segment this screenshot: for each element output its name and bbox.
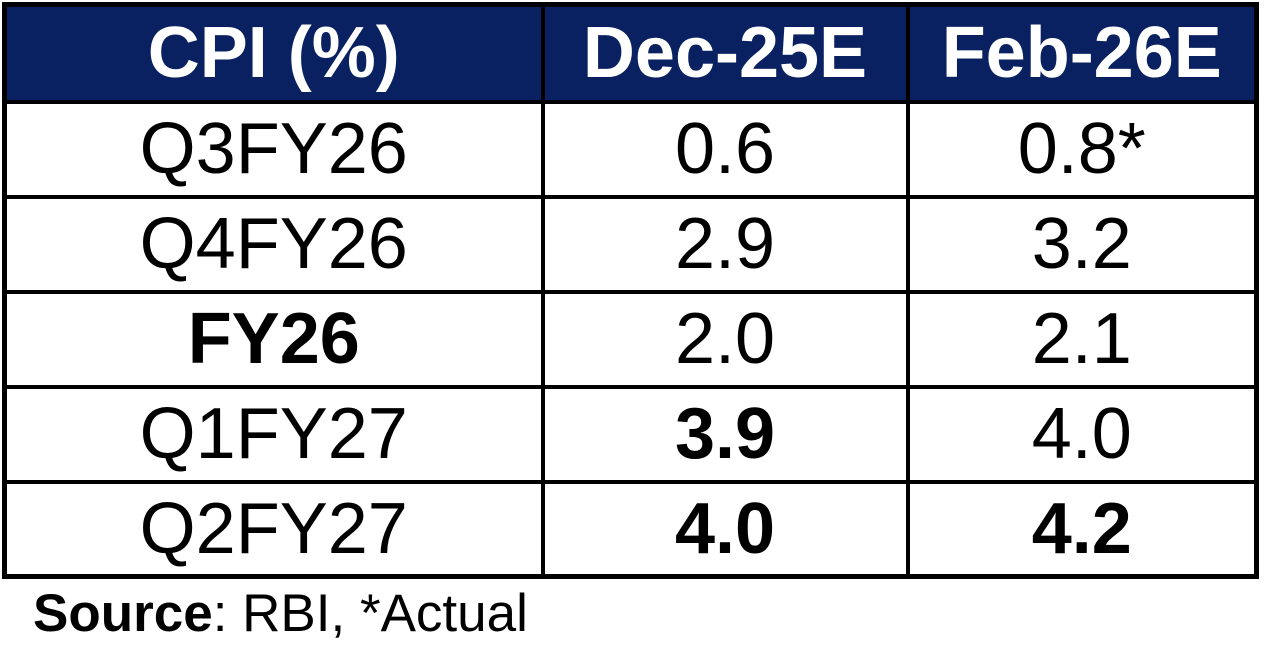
row-label: FY26 xyxy=(2,289,545,389)
dec25e-value: 2.9 xyxy=(540,194,910,294)
feb26e-value: 3.2 xyxy=(905,194,1259,294)
feb26e-value: 4.0 xyxy=(905,384,1259,484)
source-note: Source: RBI, *Actual xyxy=(33,583,528,644)
dec25e-value: 0.6 xyxy=(540,99,910,199)
table-header-row: CPI (%) Dec-25E Feb-26E xyxy=(2,2,1259,104)
source-label: Source xyxy=(33,584,213,643)
dec25e-value: 2.0 xyxy=(540,289,910,389)
row-label: Q3FY26 xyxy=(2,99,545,199)
table-row: Q1FY27 3.9 4.0 xyxy=(2,384,1259,484)
dec25e-value: 3.9 xyxy=(540,384,910,484)
header-cell-dec25e: Dec-25E xyxy=(540,2,910,104)
table-row: Q4FY26 2.9 3.2 xyxy=(2,194,1259,294)
row-label: Q1FY27 xyxy=(2,384,545,484)
source-text: : RBI, *Actual xyxy=(212,584,528,643)
dec25e-value: 4.0 xyxy=(540,479,910,579)
feb26e-value: 0.8* xyxy=(905,99,1259,199)
table-row: Q2FY27 4.0 4.2 xyxy=(2,479,1259,579)
table-row: Q3FY26 0.6 0.8* xyxy=(2,99,1259,199)
cpi-forecast-table: CPI (%) Dec-25E Feb-26E Q3FY26 0.6 0.8* … xyxy=(2,2,1259,579)
header-cell-feb26e: Feb-26E xyxy=(905,2,1259,104)
feb26e-value: 4.2 xyxy=(905,479,1259,579)
feb26e-value: 2.1 xyxy=(905,289,1259,389)
row-label: Q4FY26 xyxy=(2,194,545,294)
header-cell-cpi: CPI (%) xyxy=(2,2,545,104)
table-row: FY26 2.0 2.1 xyxy=(2,289,1259,389)
row-label: Q2FY27 xyxy=(2,479,545,579)
